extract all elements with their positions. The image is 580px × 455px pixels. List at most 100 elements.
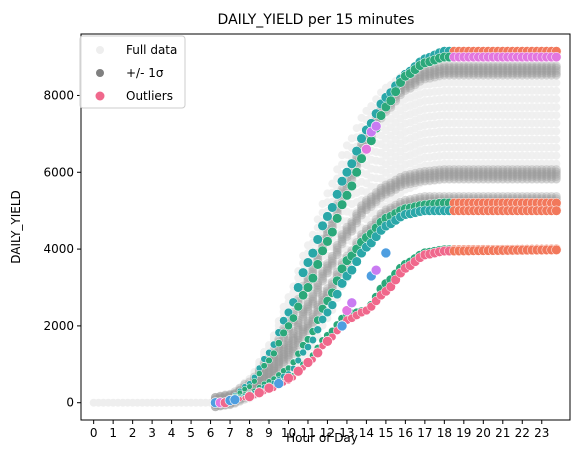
sigma-point <box>274 359 284 369</box>
sigma-point <box>503 65 513 75</box>
sigma-point <box>371 192 381 202</box>
sigma-point <box>405 172 415 182</box>
sigma-point <box>517 68 527 78</box>
outlier-point <box>346 180 357 192</box>
sigma-point <box>498 165 508 175</box>
sigma-point <box>298 327 308 337</box>
sigma-point <box>527 174 537 184</box>
outlier-point <box>279 328 288 338</box>
sigma-point <box>522 70 532 80</box>
sigma-point <box>537 171 547 181</box>
legend-label-full-data: Full data <box>126 43 177 57</box>
outlier-point <box>341 305 353 316</box>
outlier-point <box>229 394 241 405</box>
outlier-point <box>253 387 265 399</box>
outlier-point <box>298 267 309 278</box>
sigma-point <box>327 258 337 268</box>
full-data-point <box>391 194 400 203</box>
sigma-point <box>274 357 284 367</box>
sigma-point <box>425 166 435 176</box>
sigma-point <box>430 172 440 182</box>
sigma-point <box>318 273 328 283</box>
sigma-point <box>551 167 561 177</box>
sigma-point <box>420 169 430 179</box>
sigma-point <box>512 63 522 73</box>
sigma-point <box>425 71 435 81</box>
x-tick-label: 14 <box>359 426 374 440</box>
sigma-point <box>444 68 454 78</box>
sigma-point <box>337 232 347 242</box>
sigma-point <box>449 167 459 177</box>
sigma-point <box>478 70 488 80</box>
sigma-point <box>469 169 479 179</box>
sigma-point <box>469 68 479 78</box>
sigma-point <box>439 61 449 71</box>
x-tick-label: 23 <box>534 426 549 440</box>
sigma-point <box>473 171 483 181</box>
sigma-point <box>493 65 503 75</box>
x-tick-label: 21 <box>495 426 510 440</box>
outlier-point <box>308 336 317 345</box>
sigma-point <box>430 70 440 80</box>
sigma-point <box>444 70 454 80</box>
sigma-point <box>396 177 406 187</box>
sigma-point <box>493 63 503 73</box>
sigma-point <box>537 167 547 177</box>
sigma-point <box>434 64 444 74</box>
outlier-point <box>302 257 314 268</box>
legend: Full data +/- 1σ Outliers <box>79 35 186 109</box>
sigma-point <box>332 245 342 255</box>
sigma-point <box>371 190 381 200</box>
sigma-point <box>410 173 420 183</box>
sigma-point <box>361 200 371 210</box>
sigma-point <box>542 174 552 184</box>
sigma-point <box>279 354 289 364</box>
sigma-point <box>288 339 298 349</box>
sigma-point <box>469 165 479 175</box>
sigma-point <box>542 70 552 80</box>
sigma-point <box>318 266 328 276</box>
sigma-point <box>308 289 318 299</box>
sigma-point <box>283 347 293 357</box>
sigma-point <box>303 316 313 326</box>
sigma-point <box>542 61 552 71</box>
outlier-point <box>317 220 328 231</box>
x-tick-label: 11 <box>300 426 315 440</box>
sigma-point <box>488 70 498 80</box>
outlier-point <box>332 189 343 200</box>
sigma-point <box>546 171 556 181</box>
sigma-point <box>322 268 332 278</box>
sigma-point <box>444 165 454 175</box>
sigma-point <box>274 357 284 367</box>
x-tick-label: 17 <box>417 426 432 440</box>
sigma-point <box>473 70 483 80</box>
full-data-point <box>552 103 561 112</box>
y-tick-label: 0 <box>66 396 74 410</box>
sigma-point <box>444 167 454 177</box>
sigma-point <box>332 240 342 250</box>
sigma-point <box>527 68 537 78</box>
sigma-point <box>508 70 518 80</box>
sigma-point <box>396 179 406 189</box>
sigma-point <box>366 201 376 211</box>
sigma-point <box>352 211 362 221</box>
sigma-point <box>493 68 503 78</box>
sigma-point <box>464 68 474 78</box>
x-tick-label: 9 <box>265 426 273 440</box>
sigma-point <box>498 63 508 73</box>
chart-title: DAILY_YIELD per 15 minutes <box>218 12 415 28</box>
sigma-point <box>303 304 313 314</box>
outlier-point <box>273 378 285 389</box>
outlier-point <box>312 347 324 359</box>
y-axis: 0 2000 4000 6000 8000 <box>43 88 81 410</box>
sigma-point <box>327 256 337 266</box>
sigma-point <box>357 210 367 220</box>
x-tick-label: 0 <box>90 426 98 440</box>
sigma-point <box>415 174 425 184</box>
sigma-point <box>303 297 313 307</box>
sigma-point <box>415 167 425 177</box>
sigma-point <box>483 174 493 184</box>
sigma-point <box>478 167 488 177</box>
sigma-point <box>498 65 508 75</box>
sigma-point <box>532 61 542 71</box>
